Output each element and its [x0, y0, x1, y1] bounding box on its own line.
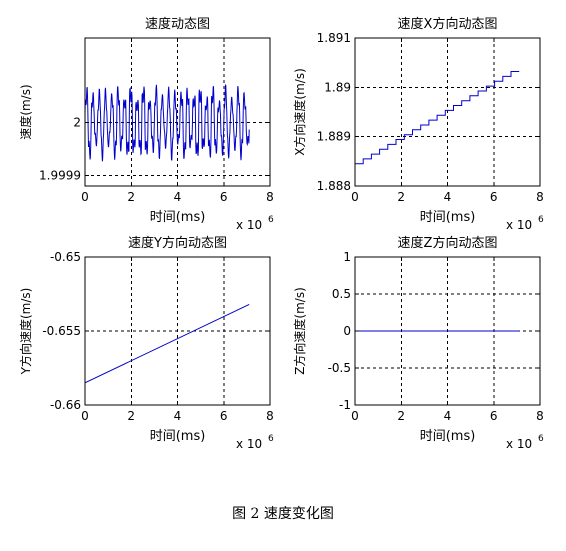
x-tick-label: 4 [174, 190, 182, 204]
x-exponent-label: x 10 [236, 218, 262, 232]
x-tick-label: 8 [536, 409, 544, 423]
y-tick-label: 1.891 [317, 31, 351, 45]
x-tick-label: 2 [127, 190, 135, 204]
y-axis-label: Z方向速度(m/s) [292, 287, 307, 375]
y-tick-label: -0.65 [50, 250, 81, 264]
x-tick-label: 6 [220, 409, 228, 423]
x-axis-label: 时间(ms) [150, 210, 206, 225]
y-tick-label: -0.5 [328, 361, 351, 375]
y-tick-label: -0.66 [50, 398, 81, 412]
x-tick-label: 6 [220, 190, 228, 204]
chart-title: 速度动态图 [145, 16, 210, 32]
x-tick-label: 0 [81, 190, 89, 204]
x-tick-label: 2 [397, 409, 405, 423]
x-axis-label: 时间(ms) [150, 429, 206, 444]
x-axis-label: 时间(ms) [420, 210, 476, 225]
figure-caption: 图 2 速度变化图 [232, 506, 334, 522]
x-tick-label: 6 [490, 409, 498, 423]
y-tick-label: -0.655 [42, 324, 81, 338]
x-tick-label: 0 [351, 190, 359, 204]
data-series-line [84, 303, 250, 384]
x-tick-label: 4 [444, 409, 452, 423]
x-tick-label: 0 [81, 409, 89, 423]
x-tick-label: 4 [174, 409, 182, 423]
y-tick-label: 1.889 [317, 130, 351, 144]
y-tick-label: 1 [343, 250, 351, 264]
y-tick-label: 0.5 [332, 287, 351, 301]
data-series-line [355, 71, 520, 165]
data-series-line [84, 84, 250, 162]
y-tick-label: 1.89 [324, 80, 351, 94]
y-axis-label: X方向速度(m/s) [292, 68, 307, 156]
x-exponent-label: x 10 [506, 218, 532, 232]
y-tick-label: 0 [343, 324, 351, 338]
x-tick-label: 4 [444, 190, 452, 204]
x-exponent-power: 6 [268, 434, 274, 444]
y-tick-label: -1 [339, 398, 351, 412]
x-tick-label: 2 [127, 409, 135, 423]
y-tick-label: 2 [73, 116, 81, 130]
x-tick-label: 6 [490, 190, 498, 204]
y-tick-label: 1.9999 [39, 168, 81, 182]
x-tick-label: 8 [266, 190, 274, 204]
chart-title: 速度X方向动态图 [398, 16, 498, 32]
y-axis-label: Y方向速度(m/s) [18, 288, 33, 376]
y-axis-label: 速度(m/s) [18, 84, 33, 139]
x-tick-label: 8 [266, 409, 274, 423]
x-tick-label: 8 [536, 190, 544, 204]
x-exponent-label: x 10 [506, 437, 532, 451]
x-exponent-power: 6 [538, 434, 544, 444]
x-exponent-label: x 10 [236, 437, 262, 451]
x-axis-label: 时间(ms) [420, 429, 476, 444]
chart-title: 速度Y方向动态图 [128, 235, 227, 251]
y-tick-label: 1.888 [317, 179, 351, 193]
x-exponent-power: 6 [538, 215, 544, 225]
x-tick-label: 0 [351, 409, 359, 423]
chart-title: 速度Z方向动态图 [398, 235, 498, 251]
x-tick-label: 2 [397, 190, 405, 204]
x-exponent-power: 6 [268, 215, 274, 225]
